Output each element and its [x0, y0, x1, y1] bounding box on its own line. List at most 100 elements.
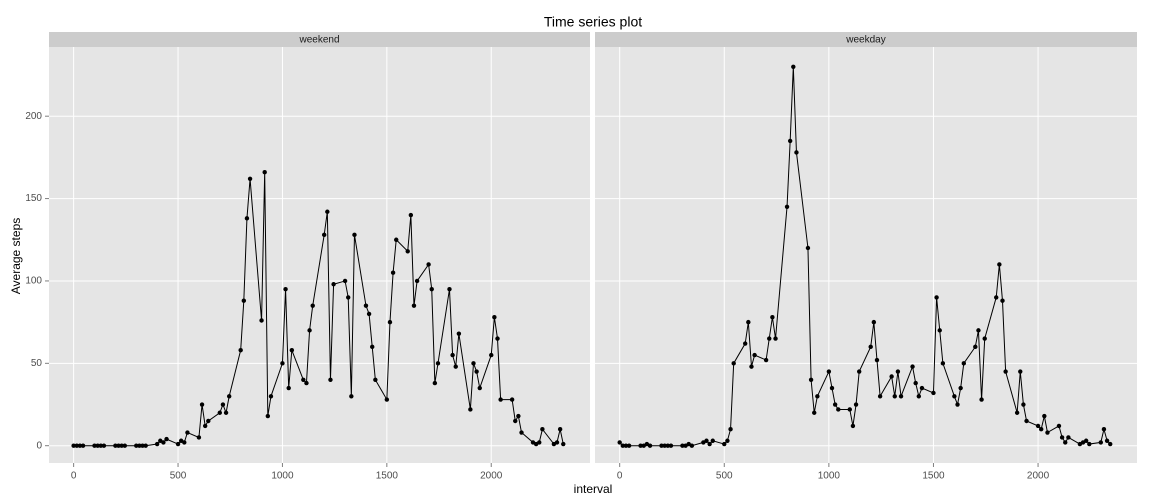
data-point: [1101, 427, 1107, 432]
data-point: [871, 319, 877, 325]
data-point: [787, 138, 793, 144]
data-point: [247, 176, 253, 182]
data-point: [784, 204, 790, 210]
data-point: [352, 232, 357, 238]
strip: [595, 32, 1137, 47]
data-point: [1024, 418, 1029, 424]
data-point: [226, 394, 232, 399]
data-point: [471, 361, 476, 366]
data-point: [704, 438, 709, 443]
data-point: [122, 443, 127, 448]
chart-title: Time series plot: [544, 14, 642, 30]
x-tick-label: 2000: [1027, 471, 1050, 482]
data-point: [513, 418, 518, 424]
data-point: [895, 369, 901, 374]
data-point: [175, 441, 181, 447]
data-point: [1021, 402, 1026, 407]
data-point: [492, 314, 497, 320]
data-point: [328, 377, 333, 382]
data-point: [456, 331, 462, 336]
data-point: [349, 394, 354, 399]
x-tick-label: 500: [716, 471, 733, 482]
x-tick-label: 500: [170, 471, 187, 482]
data-point: [98, 443, 103, 448]
data-point: [770, 314, 775, 320]
data-point: [832, 402, 838, 407]
data-point: [794, 150, 799, 155]
x-tick-label: 0: [71, 471, 77, 482]
panel-background: [49, 47, 590, 463]
data-point: [620, 443, 626, 448]
data-point: [805, 245, 811, 251]
data-point: [659, 443, 664, 448]
data-point: [812, 410, 817, 415]
data-point: [994, 295, 999, 300]
y-axis-label: Average steps: [9, 218, 23, 295]
data-point: [202, 423, 208, 429]
data-point: [304, 380, 309, 386]
data-point: [185, 430, 190, 435]
data-point: [116, 443, 121, 448]
data-point: [617, 440, 622, 445]
data-point: [280, 361, 285, 366]
data-point: [95, 443, 100, 448]
data-point: [432, 380, 438, 386]
data-point: [143, 443, 148, 448]
data-point: [310, 303, 315, 308]
data-point: [447, 286, 452, 292]
data-point: [516, 413, 521, 419]
data-point: [283, 286, 288, 292]
data-point: [1059, 435, 1065, 440]
data-point: [71, 443, 76, 448]
data-point: [1083, 438, 1089, 443]
data-point: [913, 380, 918, 386]
data-point: [749, 364, 754, 369]
data-point: [1018, 369, 1023, 374]
data-point: [1000, 298, 1005, 303]
strip-label: weekend: [298, 35, 339, 46]
data-point: [453, 364, 458, 369]
data-point: [92, 443, 97, 448]
data-point: [80, 443, 86, 448]
data-point: [940, 361, 946, 366]
data-point: [707, 441, 712, 447]
data-point: [154, 441, 160, 447]
data-point: [1035, 423, 1041, 429]
data-point: [877, 394, 883, 399]
data-point: [537, 440, 542, 445]
data-point: [268, 394, 274, 399]
data-point: [662, 443, 667, 448]
data-point: [1087, 441, 1092, 447]
data-point: [638, 443, 643, 448]
data-point: [1042, 413, 1047, 419]
data-point: [450, 352, 455, 358]
y-tick-label: 200: [25, 111, 42, 122]
data-point: [847, 407, 852, 412]
data-point: [137, 443, 142, 448]
data-point: [767, 336, 772, 341]
data-point: [435, 361, 441, 366]
data-point: [1014, 410, 1020, 415]
data-point: [468, 407, 473, 412]
data-point: [408, 212, 414, 218]
y-tick-label: 150: [25, 193, 42, 204]
data-point: [722, 441, 727, 447]
data-point: [161, 440, 166, 445]
data-point: [808, 377, 814, 382]
data-point: [1104, 438, 1110, 443]
data-point: [387, 319, 393, 325]
data-point: [728, 427, 733, 432]
data-point: [1056, 423, 1062, 429]
data-point: [710, 438, 715, 443]
y-tick-label: 0: [36, 440, 42, 451]
data-point: [826, 369, 832, 374]
data-point: [363, 303, 369, 308]
data-point: [286, 385, 291, 391]
data-point: [1108, 441, 1113, 447]
data-point: [113, 443, 118, 448]
data-point: [1066, 435, 1071, 440]
data-point: [919, 385, 925, 391]
data-point: [370, 344, 375, 350]
data-point: [101, 443, 107, 448]
data-point: [164, 436, 169, 442]
